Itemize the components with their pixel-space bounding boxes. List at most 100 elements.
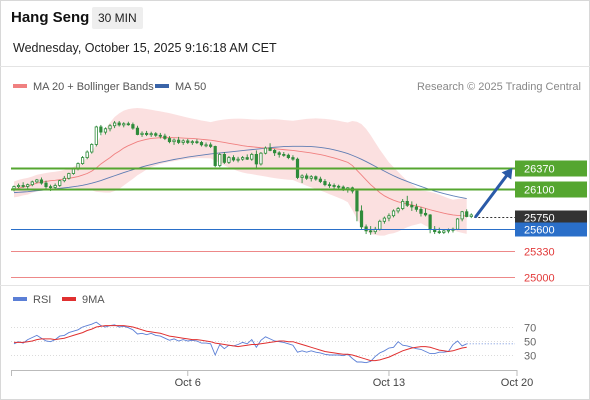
candle bbox=[286, 153, 290, 160]
price-level-support: 25330 bbox=[11, 247, 555, 259]
candle bbox=[218, 152, 222, 168]
candle-body bbox=[99, 126, 103, 133]
candle-body bbox=[163, 135, 167, 139]
candle bbox=[337, 184, 341, 189]
candle-body bbox=[263, 147, 268, 154]
rsi-ma-legend-label: 9MA bbox=[82, 294, 105, 306]
candle bbox=[469, 213, 473, 219]
candle-body bbox=[332, 185, 336, 187]
candle-body bbox=[355, 190, 359, 212]
candle-body bbox=[382, 217, 386, 222]
candle-body bbox=[378, 220, 382, 230]
candle-body bbox=[236, 158, 240, 161]
candle-body bbox=[428, 214, 432, 230]
ma50-line bbox=[13, 145, 467, 200]
candle-body bbox=[209, 144, 213, 147]
candle-body bbox=[39, 179, 44, 184]
timeframe-badge[interactable]: 30 MIN bbox=[92, 7, 143, 29]
candle-body bbox=[158, 134, 162, 137]
candle bbox=[204, 142, 208, 148]
candle bbox=[186, 138, 190, 145]
candle-body bbox=[410, 204, 414, 208]
candle bbox=[149, 131, 153, 137]
candle-body bbox=[26, 184, 30, 187]
candle-body bbox=[446, 229, 451, 232]
forecast-arrow-head bbox=[501, 167, 513, 180]
pivot-tag bbox=[515, 222, 587, 237]
candle bbox=[437, 227, 441, 235]
candle bbox=[213, 145, 217, 168]
candle bbox=[163, 133, 167, 141]
candle bbox=[410, 201, 414, 211]
pivot-label: 25600 bbox=[524, 225, 555, 237]
candle bbox=[378, 219, 382, 231]
ma50-legend-label: MA 50 bbox=[175, 81, 206, 93]
candle bbox=[314, 175, 318, 181]
ma20-line bbox=[13, 137, 467, 217]
candle bbox=[145, 130, 149, 137]
candle-body bbox=[231, 157, 236, 161]
candle-body bbox=[199, 142, 204, 146]
candle bbox=[16, 183, 21, 189]
candle bbox=[254, 150, 258, 170]
candle bbox=[309, 175, 313, 182]
candle bbox=[209, 142, 213, 149]
candle bbox=[332, 183, 336, 189]
x-axis-tick-label: Oct 20 bbox=[501, 377, 533, 389]
candle-body bbox=[12, 186, 16, 190]
candle-body bbox=[103, 128, 108, 133]
candle-body bbox=[277, 152, 281, 155]
rsi-ma-legend-swatch bbox=[62, 297, 76, 301]
x-axis-tick-label: Oct 13 bbox=[373, 377, 405, 389]
candle-body bbox=[131, 124, 135, 129]
support-label: 25330 bbox=[524, 247, 555, 259]
candle-body bbox=[145, 132, 149, 135]
candle bbox=[26, 183, 30, 189]
candle bbox=[167, 136, 172, 144]
candle bbox=[231, 155, 236, 162]
resistance-label: 26100 bbox=[524, 185, 555, 197]
candle bbox=[172, 138, 176, 145]
candle-body bbox=[250, 154, 254, 160]
candle-body bbox=[241, 157, 245, 160]
last-price-label: 25750 bbox=[524, 213, 555, 225]
candle-body bbox=[35, 179, 39, 183]
resistance-tag bbox=[515, 160, 587, 177]
candle bbox=[241, 156, 245, 161]
resistance-label: 26370 bbox=[524, 164, 555, 176]
candle-body bbox=[369, 230, 373, 233]
candle bbox=[94, 125, 98, 147]
candle-body bbox=[85, 151, 89, 158]
candle bbox=[103, 127, 108, 135]
candle bbox=[250, 152, 254, 161]
candle-body bbox=[359, 210, 364, 228]
candle bbox=[126, 121, 130, 126]
candle bbox=[154, 132, 158, 137]
candle-body bbox=[80, 157, 85, 164]
support-label: 25000 bbox=[524, 273, 555, 285]
candle-body bbox=[268, 147, 272, 151]
forecast-arrow-layer bbox=[474, 167, 513, 219]
candle-body bbox=[227, 157, 231, 163]
rsi-layer: 70 50 30 bbox=[11, 321, 536, 364]
candle-body bbox=[172, 139, 176, 143]
candle bbox=[323, 179, 327, 187]
candle-body bbox=[387, 215, 391, 219]
candle-body bbox=[181, 140, 185, 143]
candle-body bbox=[259, 152, 263, 165]
candle bbox=[465, 209, 469, 218]
candle bbox=[460, 210, 464, 222]
candle bbox=[140, 131, 144, 137]
candle bbox=[67, 172, 71, 180]
candle-body bbox=[71, 168, 76, 174]
candle-body bbox=[465, 211, 469, 217]
candle-body bbox=[282, 154, 286, 156]
candle-body bbox=[195, 141, 199, 144]
candle bbox=[131, 122, 135, 130]
candle-body bbox=[122, 123, 126, 126]
candle bbox=[355, 189, 359, 222]
resistance-tag bbox=[515, 181, 587, 198]
candle-body bbox=[94, 126, 98, 145]
